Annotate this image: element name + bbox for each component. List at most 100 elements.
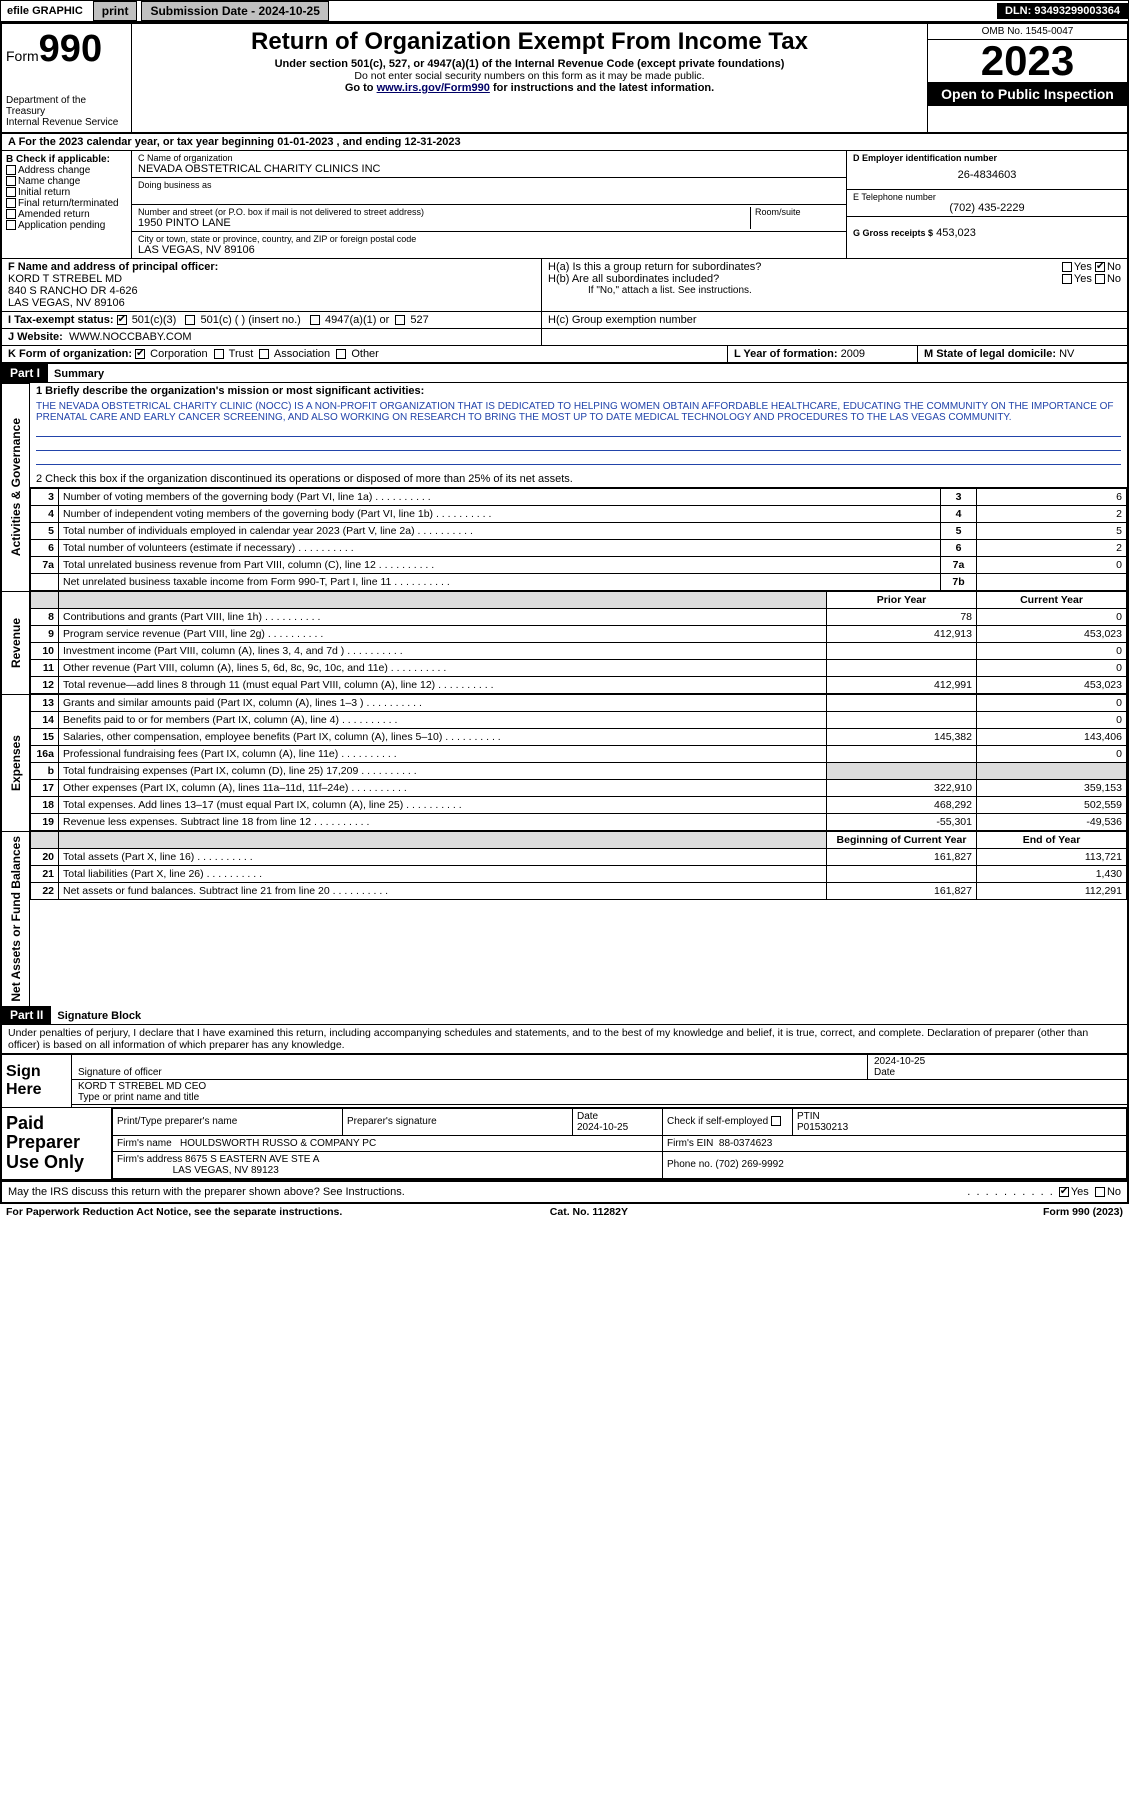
prior-year-value: 78 xyxy=(827,609,977,626)
ha-label: H(a) Is this a group return for subordin… xyxy=(548,261,761,273)
footer: For Paperwork Reduction Act Notice, see … xyxy=(0,1204,1129,1220)
discuss-yes[interactable] xyxy=(1059,1187,1069,1197)
prior-year-value: 412,913 xyxy=(827,626,977,643)
current-year-value: 112,291 xyxy=(977,883,1127,900)
chk-amended[interactable] xyxy=(6,209,16,219)
cat-no: Cat. No. 11282Y xyxy=(550,1206,628,1218)
part1-header: Part ISummary xyxy=(2,364,1127,383)
firm-phone: (702) 269-9992 xyxy=(715,1159,783,1170)
instructions-line: Go to www.irs.gov/Form990 for instructio… xyxy=(138,82,921,94)
side-rev: Revenue xyxy=(7,614,25,672)
discuss-no[interactable] xyxy=(1095,1187,1105,1197)
sig-officer-label: Signature of officer xyxy=(78,1067,861,1078)
form-header: Form990 Department of the Treasury Inter… xyxy=(2,24,1127,134)
current-year-value: -49,536 xyxy=(977,814,1127,831)
sign-date: 2024-10-25 xyxy=(874,1056,1121,1067)
chk-other[interactable] xyxy=(336,349,346,359)
part1-rev-block: Revenue Prior YearCurrent Year8Contribut… xyxy=(2,591,1127,694)
top-toolbar: efile GRAPHIC print Submission Date - 20… xyxy=(0,0,1129,22)
row-fh: F Name and address of principal officer:… xyxy=(2,259,1127,312)
part1-exp-block: Expenses 13Grants and similar amounts pa… xyxy=(2,694,1127,831)
firm-addr2: LAS VEGAS, NV 89123 xyxy=(173,1165,279,1176)
prior-year-value xyxy=(827,712,977,729)
chk-final-return[interactable] xyxy=(6,198,16,208)
irs-link[interactable]: www.irs.gov/Form990 xyxy=(377,82,490,94)
print-button[interactable]: print xyxy=(93,1,138,21)
prior-year-value xyxy=(827,695,977,712)
chk-corp[interactable] xyxy=(135,349,145,359)
form-number: 990 xyxy=(39,28,102,70)
year-formation: 2009 xyxy=(841,348,865,360)
paid-preparer-block: Paid Preparer Use Only Print/Type prepar… xyxy=(2,1107,1127,1181)
part2-header: Part IISignature Block xyxy=(2,1006,1127,1025)
current-year-value: 453,023 xyxy=(977,677,1127,694)
table-ag: 3Number of voting members of the governi… xyxy=(30,488,1127,591)
col-d: D Employer identification number26-48346… xyxy=(847,151,1127,258)
chk-527[interactable] xyxy=(395,315,405,325)
city-state-zip: LAS VEGAS, NV 89106 xyxy=(138,244,840,256)
form-title: Return of Organization Exempt From Incom… xyxy=(138,28,921,56)
ha-yes[interactable] xyxy=(1062,262,1072,272)
room-label: Room/suite xyxy=(755,207,840,217)
website: WWW.NOCCBABY.COM xyxy=(69,331,192,343)
prior-year-value: 145,382 xyxy=(827,729,977,746)
chk-501c[interactable] xyxy=(185,315,195,325)
chk-name-change[interactable] xyxy=(6,176,16,186)
current-year-value: 0 xyxy=(977,660,1127,677)
firm-addr1: 8675 S EASTERN AVE STE A xyxy=(185,1154,319,1165)
ag-value: 0 xyxy=(977,557,1127,574)
sign-here-label: Sign Here xyxy=(2,1055,72,1107)
prior-year-value xyxy=(827,660,977,677)
form-990: Form990 Department of the Treasury Inter… xyxy=(0,22,1129,1204)
efile-label: efile GRAPHIC xyxy=(1,3,89,19)
current-year-value: 113,721 xyxy=(977,849,1127,866)
side-exp: Expenses xyxy=(7,731,25,795)
ha-no[interactable] xyxy=(1095,262,1105,272)
hb-label: H(b) Are all subordinates included? xyxy=(548,273,719,285)
current-year-value: 502,559 xyxy=(977,797,1127,814)
prep-date: 2024-10-25 xyxy=(577,1122,628,1133)
table-netassets: Beginning of Current YearEnd of Year20To… xyxy=(30,831,1127,900)
chk-501c3[interactable] xyxy=(117,315,127,325)
chk-4947[interactable] xyxy=(310,315,320,325)
chk-app-pending[interactable] xyxy=(6,220,16,230)
paperwork-notice: For Paperwork Reduction Act Notice, see … xyxy=(6,1206,342,1218)
current-year-value: 0 xyxy=(977,643,1127,660)
q2-label: 2 Check this box if the organization dis… xyxy=(36,473,1121,485)
gross-receipts: 453,023 xyxy=(936,227,976,239)
submission-date-button[interactable]: Submission Date - 2024-10-25 xyxy=(141,1,328,21)
chk-trust[interactable] xyxy=(214,349,224,359)
ag-value: 2 xyxy=(977,540,1127,557)
prior-year-value: 468,292 xyxy=(827,797,977,814)
chk-initial-return[interactable] xyxy=(6,187,16,197)
subtitle-2: Do not enter social security numbers on … xyxy=(138,70,921,82)
prior-year-value xyxy=(827,763,977,780)
street-address: 1950 PINTO LANE xyxy=(138,217,750,229)
chk-self-employed[interactable] xyxy=(771,1116,781,1126)
dba-label: Doing business as xyxy=(138,180,840,190)
row-i-hc: I Tax-exempt status: 501(c)(3) 501(c) ( … xyxy=(2,312,1127,329)
open-to-public: Open to Public Inspection xyxy=(928,82,1127,106)
ag-value: 5 xyxy=(977,523,1127,540)
prior-year-value xyxy=(827,643,977,660)
tax-status-label: I Tax-exempt status: xyxy=(8,314,114,326)
col-b: B Check if applicable: Address change Na… xyxy=(2,151,132,258)
hb-yes[interactable] xyxy=(1062,274,1072,284)
subtitle-1: Under section 501(c), 527, or 4947(a)(1)… xyxy=(138,58,921,70)
table-revenue: Prior YearCurrent Year8Contributions and… xyxy=(30,591,1127,694)
line-a: A For the 2023 calendar year, or tax yea… xyxy=(2,134,1127,151)
ag-value: 6 xyxy=(977,489,1127,506)
hb-no[interactable] xyxy=(1095,274,1105,284)
prior-year-value: 412,991 xyxy=(827,677,977,694)
sign-block: Sign Here Signature of officer 2024-10-2… xyxy=(2,1053,1127,1107)
officer-name-title: KORD T STREBEL MD CEO xyxy=(78,1081,1121,1092)
paid-preparer-label: Paid Preparer Use Only xyxy=(2,1108,112,1179)
chk-assoc[interactable] xyxy=(259,349,269,359)
discuss-row: May the IRS discuss this return with the… xyxy=(2,1181,1127,1202)
prior-year-value xyxy=(827,866,977,883)
chk-address-change[interactable] xyxy=(6,165,16,175)
form-ref: Form 990 (2023) xyxy=(1043,1206,1123,1218)
firm-name: HOULDSWORTH RUSSO & COMPANY PC xyxy=(180,1138,376,1149)
side-na: Net Assets or Fund Balances xyxy=(7,832,25,1006)
current-year-value xyxy=(977,763,1127,780)
